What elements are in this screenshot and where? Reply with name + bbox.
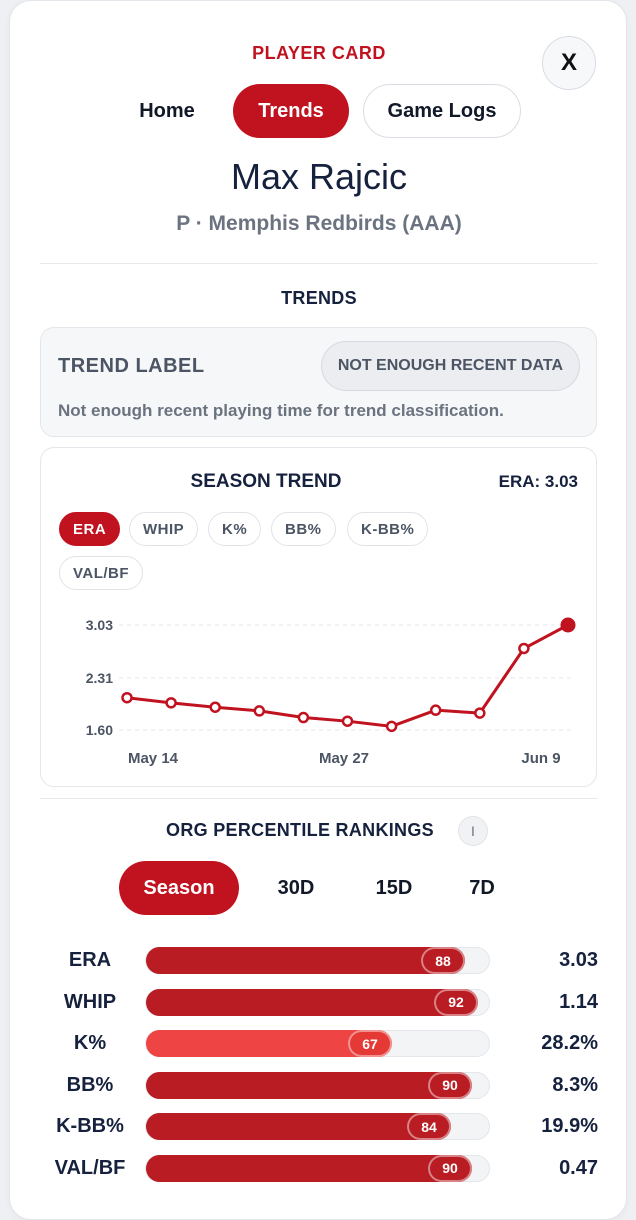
- data-point[interactable]: [341, 715, 354, 727]
- latest-data-point[interactable]: [560, 617, 576, 633]
- metric-chip-era[interactable]: ERA: [59, 512, 121, 546]
- ranking-metric-label: K-BB%: [56, 1115, 124, 1137]
- ranking-bar-track: 88: [145, 947, 490, 974]
- ranking-bar-track: 84: [145, 1113, 490, 1140]
- metric-chip-k-pct[interactable]: K%: [208, 512, 262, 546]
- ranking-bar-track: 90: [145, 1071, 490, 1099]
- x-tick-label: May 27: [319, 750, 369, 767]
- ranking-bar-fill: [146, 1113, 451, 1140]
- trend-description: Not enough recent playing time for trend…: [58, 401, 504, 420]
- season-trend-panel: SEASON TREND ERA: 3.03 ERA WHIP K% BB% K…: [40, 447, 597, 787]
- metric-chip-k-bb-pct[interactable]: K-BB%: [347, 512, 429, 546]
- card-eyebrow: PLAYER CARD: [252, 43, 386, 63]
- ranking-metric-label: BB%: [66, 1073, 114, 1096]
- ranking-row: WHIP 92 1.14: [10, 988, 628, 1018]
- ranking-bar-fill: [146, 1071, 472, 1099]
- ranking-metric-label: K%: [73, 1032, 107, 1054]
- percentile-badge: 84: [407, 1113, 451, 1140]
- tab-home[interactable]: Home: [139, 99, 195, 122]
- ranking-stat-value: 28.2%: [541, 1032, 598, 1054]
- ranking-stat-value: 0.47: [559, 1156, 598, 1179]
- data-point[interactable]: [385, 720, 398, 733]
- range-tab-30d[interactable]: 30D: [277, 876, 315, 899]
- current-metric-readout: ERA: 3.03: [498, 472, 578, 491]
- range-tab-season[interactable]: Season: [119, 861, 239, 915]
- metric-chip-whip[interactable]: WHIP: [129, 512, 199, 546]
- info-icon[interactable]: I: [458, 816, 488, 846]
- ranking-stat-value: 3.03: [559, 949, 598, 971]
- ranking-stat-value: 19.9%: [541, 1115, 598, 1137]
- percentile-badge: 67: [348, 1030, 392, 1057]
- ranking-stat-value: 8.3%: [552, 1073, 598, 1096]
- player-card: PLAYER CARD X Home Trends Game Logs Max …: [9, 0, 627, 1220]
- x-tick-label: May 14: [128, 750, 179, 767]
- season-trend-title: SEASON TREND: [190, 471, 342, 492]
- percentile-badge: 90: [428, 1071, 472, 1099]
- x-tick-label: Jun 9: [521, 750, 560, 767]
- player-subtitle: P · Memphis Redbirds (AAA): [176, 212, 462, 235]
- ranking-bar-track: 67: [145, 1030, 490, 1057]
- ranking-row: BB% 90 8.3%: [10, 1071, 628, 1101]
- ranking-bar-track: 90: [145, 1154, 490, 1182]
- y-tick-label: 3.03: [86, 617, 113, 633]
- data-point[interactable]: [518, 642, 530, 655]
- percentile-badge: 90: [428, 1154, 472, 1182]
- percentile-badge: 88: [421, 947, 465, 974]
- ranking-row: ERA 88 3.03: [10, 946, 628, 976]
- ranking-bar-fill: [146, 988, 478, 1016]
- season-trend-chart: 1.60 2.31 3.03 May 14 May 27 Jun 9: [86, 617, 576, 767]
- ranking-row: K% 67 28.2%: [10, 1029, 628, 1059]
- tab-trends[interactable]: Trends: [233, 84, 349, 138]
- metric-chip-bb-pct[interactable]: BB%: [271, 512, 336, 546]
- data-point[interactable]: [209, 701, 221, 713]
- ranking-metric-label: ERA: [68, 949, 112, 971]
- data-point[interactable]: [121, 691, 133, 704]
- range-tab-7d[interactable]: 7D: [469, 876, 495, 899]
- data-point[interactable]: [253, 705, 266, 717]
- divider: [40, 798, 598, 799]
- close-button[interactable]: X: [542, 36, 596, 90]
- ranking-bar-fill: [146, 1154, 472, 1182]
- ranking-bar-track: 92: [145, 988, 490, 1016]
- ranking-row: K-BB% 84 19.9%: [10, 1112, 628, 1142]
- ranking-bar-fill: [146, 947, 465, 974]
- ranking-row: VAL/BF 90 0.47: [10, 1154, 628, 1184]
- rankings-section-title: ORG PERCENTILE RANKINGS: [166, 820, 434, 840]
- trend-status-pill: NOT ENOUGH RECENT DATA: [320, 341, 580, 391]
- divider: [40, 263, 598, 264]
- data-point[interactable]: [429, 704, 442, 716]
- series-line: [126, 623, 569, 728]
- trend-label-title: TREND LABEL: [58, 355, 205, 377]
- ranking-stat-value: 1.14: [559, 990, 598, 1013]
- main-nav: Home Trends Game Logs: [10, 84, 628, 138]
- tab-game-logs[interactable]: Game Logs: [363, 84, 521, 138]
- y-tick-label: 1.60: [86, 722, 113, 738]
- trends-section-title: TRENDS: [281, 288, 357, 308]
- y-tick-label: 2.31: [86, 670, 113, 686]
- metric-chip-val-bf[interactable]: VAL/BF: [59, 556, 144, 590]
- ranking-metric-label: WHIP: [63, 990, 117, 1013]
- trend-label-box: TREND LABEL NOT ENOUGH RECENT DATA Not e…: [40, 327, 597, 437]
- data-point[interactable]: [297, 711, 310, 724]
- ranking-metric-label: VAL/BF: [54, 1156, 126, 1179]
- data-point[interactable]: [165, 697, 177, 709]
- data-point[interactable]: [474, 707, 486, 719]
- player-name: Max Rajcic: [230, 156, 408, 197]
- range-tab-15d[interactable]: 15D: [375, 876, 413, 899]
- percentile-badge: 92: [434, 988, 478, 1016]
